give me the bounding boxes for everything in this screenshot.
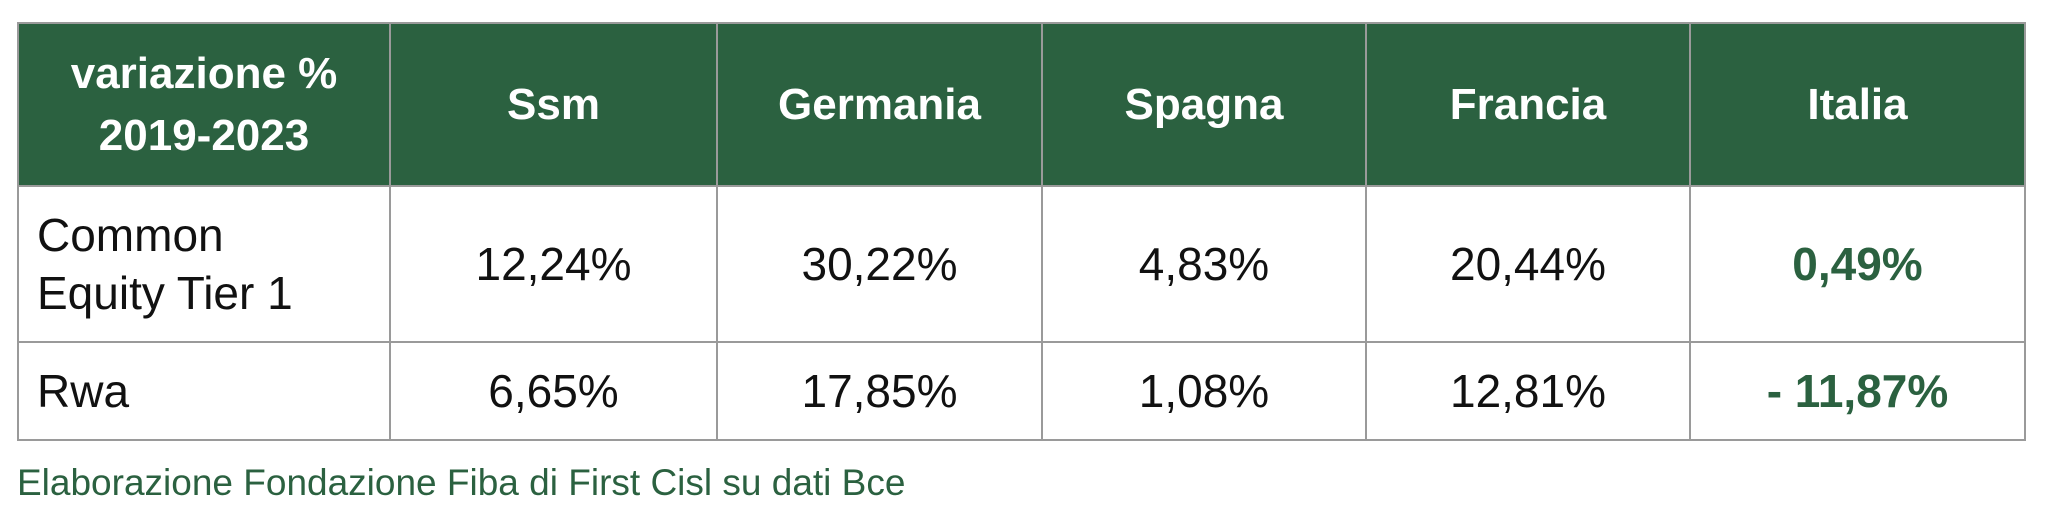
row-label: Rwa (17, 341, 391, 441)
table-container: variazione % 2019-2023 Ssm Germania Spagna F… (17, 22, 2026, 441)
value-cell: 20,44% (1365, 185, 1691, 343)
value-cell: 30,22% (716, 185, 1043, 343)
value-cell: 4,83% (1041, 185, 1367, 343)
header-row: variazione % 2019-2023 Ssm Germania Spagna F… (17, 22, 2026, 187)
value-cell: - 11,87% (1689, 341, 2026, 441)
header-cell: Francia (1365, 22, 1691, 187)
value-cell: 6,65% (389, 341, 718, 441)
table-row: Common Equity Tier 1 12,24% 30,22% 4,83% 20,… (17, 185, 2026, 343)
header-cell: Spagna (1041, 22, 1367, 187)
value-cell: 12,24% (389, 185, 718, 343)
value-cell: 1,08% (1041, 341, 1367, 441)
value-cell: 17,85% (716, 341, 1043, 441)
data-table: variazione % 2019-2023 Ssm Germania Spagna F… (17, 22, 2026, 441)
value-cell: 0,49% (1689, 185, 2026, 343)
footnote: Elaborazione Fondazione Fiba di First Ci… (17, 462, 906, 503)
value-cell: 12,81% (1365, 341, 1691, 441)
header-cell: variazione % 2019-2023 (17, 22, 391, 187)
header-cell: Ssm (389, 22, 718, 187)
table-row: Rwa 6,65% 17,85% 1,08% 12,81% - 11,87% (17, 341, 2026, 441)
table-body: Common Equity Tier 1 12,24% 30,22% 4,83% 20,… (17, 185, 2026, 441)
row-label: Common Equity Tier 1 (17, 185, 391, 343)
header-cell: Germania (716, 22, 1043, 187)
header-cell: Italia (1689, 22, 2026, 187)
